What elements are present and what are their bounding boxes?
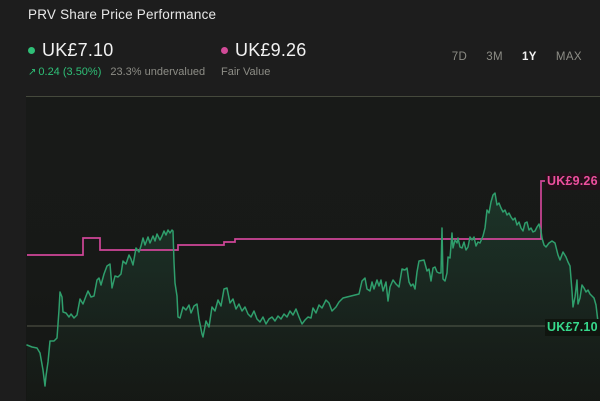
up-arrow-icon: ↗ xyxy=(28,67,37,78)
range-button-7d[interactable]: 7D xyxy=(451,51,468,63)
share-price-value: UK£7.10 xyxy=(42,39,114,60)
fair-value-caption: Fair Value xyxy=(221,66,271,78)
range-selector: 7D 3M 1Y MAX xyxy=(452,51,582,63)
share-price-line-label: UK£7.10 xyxy=(545,319,600,336)
page-title: PRV Share Price Performance xyxy=(28,7,217,22)
share-price-line xyxy=(26,192,600,387)
fair-value-line xyxy=(27,180,600,256)
fair-value-dot-icon xyxy=(221,46,228,54)
range-button-max[interactable]: MAX xyxy=(555,51,582,63)
fair-value-line-label: UK£9.26 xyxy=(545,173,600,190)
undervalued-text: 23.3% undervalued xyxy=(110,66,206,78)
fair-value-value: UK£9.26 xyxy=(235,39,307,60)
share-price-stat: UK£7.10 ↗ 0.24 (3.50%) 23.3% undervalued xyxy=(28,39,205,78)
range-button-1y[interactable]: 1Y xyxy=(522,51,537,63)
share-price-change: ↗ 0.24 (3.50%) xyxy=(28,66,101,78)
share-price-area-fill xyxy=(27,193,600,400)
range-button-3m[interactable]: 3M xyxy=(486,51,503,63)
share-price-change-text: 0.24 (3.50%) xyxy=(38,66,102,78)
fair-value-stat: UK£9.26 Fair Value xyxy=(221,39,306,78)
share-price-dot-icon xyxy=(28,46,35,54)
